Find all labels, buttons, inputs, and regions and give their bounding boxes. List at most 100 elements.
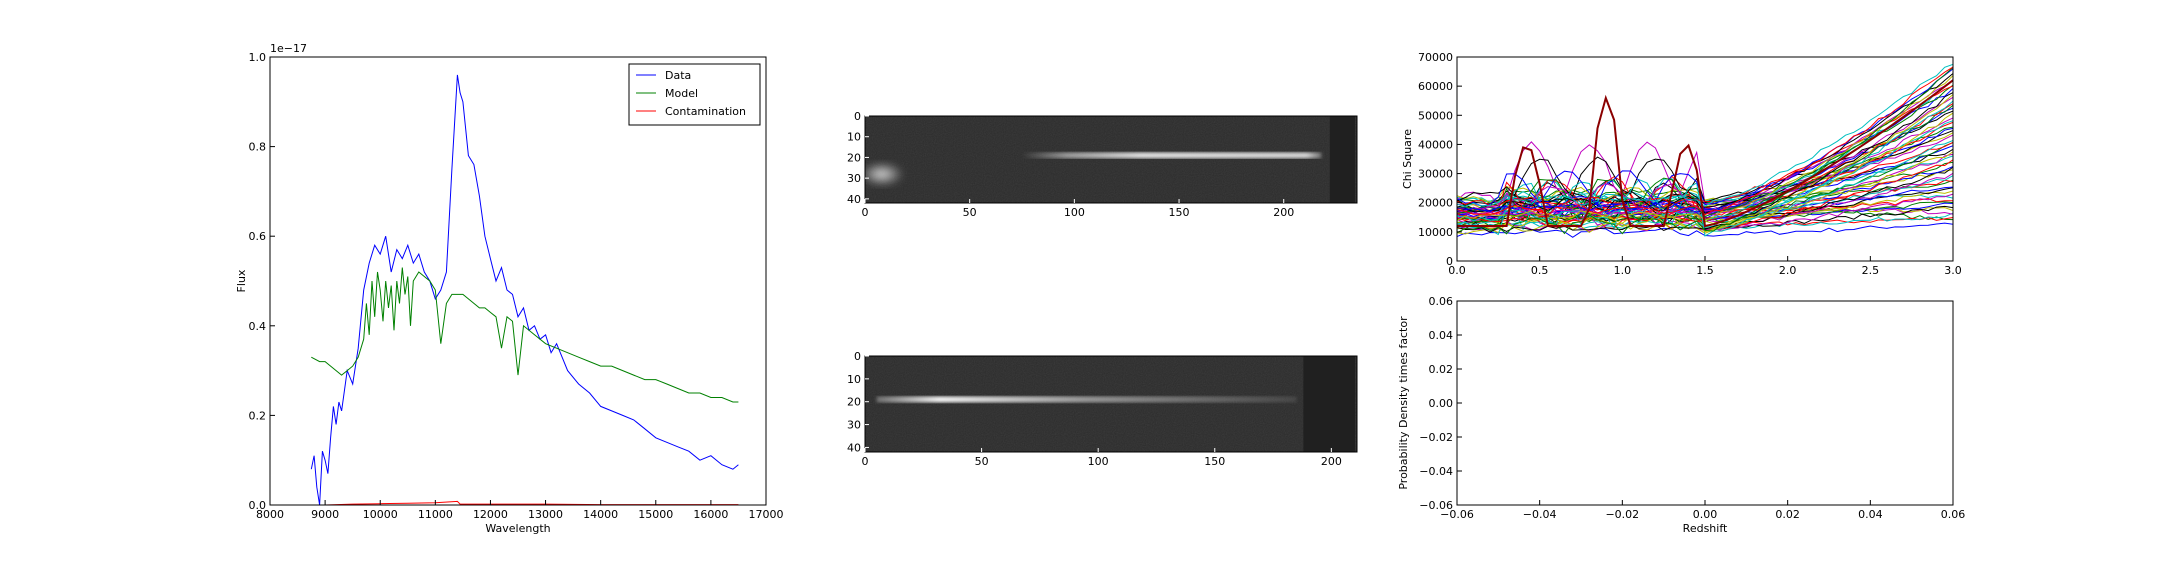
image-ytick-label: 10 <box>847 131 861 144</box>
probability-plot: −0.06 −0.04 −0.02 0.00 0.02 0.04 0.06 −0.06 −0.0… <box>1397 295 1965 535</box>
spectrum-xlabel: Wavelength <box>485 522 550 535</box>
image-dark-band <box>1303 356 1355 452</box>
chisq-ytick-label: 30000 <box>1418 168 1453 181</box>
legend-box <box>628 63 761 126</box>
spectrum-ytick-label: 0.4 <box>249 320 267 333</box>
spectrum-xtick-label: 10000 <box>363 508 398 521</box>
image-xtick-label: 50 <box>975 455 989 468</box>
image-xtick-label: 200 <box>1273 206 1294 219</box>
chisq-plot: 0.0 0.5 1.0 1.5 2.0 2.5 3.0 0 10000 20000 30000 400… <box>1401 51 1962 277</box>
spectrum-offset-text: 1e−17 <box>270 42 307 55</box>
probability-ytick-label: −0.06 <box>1419 499 1453 512</box>
probability-xtick-label: 0.00 <box>1693 508 1718 521</box>
chisq-series-line <box>1457 79 1953 214</box>
image-ytick-label: 20 <box>847 151 861 164</box>
spectral-trace <box>1022 152 1322 159</box>
chisq-series-line <box>1457 100 1953 237</box>
probability-xtick-label: 0.04 <box>1858 508 1883 521</box>
probability-ytick-label: −0.02 <box>1419 431 1453 444</box>
image-ytick-label: 30 <box>847 172 861 185</box>
probability-xtick-label: −0.02 <box>1605 508 1639 521</box>
chisq-ylabel: Chi Square <box>1401 129 1414 189</box>
chisq-ytick-label: 50000 <box>1418 109 1453 122</box>
chisq-xtick-label: 2.0 <box>1779 264 1797 277</box>
chisq-xtick-label: 0.5 <box>1531 264 1549 277</box>
image-xtick-label: 0 <box>862 206 869 219</box>
chisq-series-line <box>1457 66 1953 217</box>
chisq-series-line <box>1457 67 1953 235</box>
image-noise <box>865 116 1357 203</box>
spectrum-xtick-label: 14000 <box>583 508 618 521</box>
spectrum-ytick-label: 0.0 <box>249 499 267 512</box>
spectrum-ylabel: Flux <box>235 269 248 292</box>
chisq-xtick-label: 1.5 <box>1696 264 1714 277</box>
chisq-xtick-label: 2.5 <box>1862 264 1880 277</box>
spectral-trace <box>876 396 1297 403</box>
image-xtick-label: 0 <box>862 455 869 468</box>
image-ytick-label: 30 <box>847 419 861 432</box>
series-line-model <box>311 267 739 403</box>
spectrum-xtick-label: 8000 <box>256 508 284 521</box>
image-frame <box>864 355 1358 453</box>
chisq-series-line <box>1457 84 1953 217</box>
image-ytick-label: 40 <box>847 193 861 206</box>
image-xtick-label: 150 <box>1169 206 1190 219</box>
chisq-xtick-label: 0.0 <box>1448 264 1466 277</box>
spectrum-frame <box>269 56 767 506</box>
probability-xtick-label: 0.02 <box>1775 508 1800 521</box>
spectrum-xtick-label: 16000 <box>693 508 728 521</box>
bright-source <box>859 162 904 187</box>
chisq-xtick-label: 1.0 <box>1614 264 1632 277</box>
spectrum-xtick-label: 15000 <box>638 508 673 521</box>
spectrum-xtick-label: 12000 <box>473 508 508 521</box>
image-ytick-label: 20 <box>847 396 861 409</box>
probability-xtick-label: 0.06 <box>1941 508 1966 521</box>
spectrum-xtick-label: 11000 <box>418 508 453 521</box>
chisq-series-line <box>1457 73 1953 214</box>
chisq-series-line <box>1457 94 1953 233</box>
image-xtick-label: 100 <box>1088 455 1109 468</box>
probability-ytick-label: 0.06 <box>1429 295 1454 308</box>
chisq-series-line <box>1457 63 1953 207</box>
spectrum-xtick-label: 9000 <box>311 508 339 521</box>
chisq-ytick-label: 70000 <box>1418 51 1453 64</box>
spectrum-ytick-label: 0.2 <box>249 409 267 422</box>
spectrum-plot: 8000 9000 10000 11000 12000 13000 14000 15000 16… <box>235 42 784 535</box>
chisq-ytick-label: 40000 <box>1418 138 1453 151</box>
image-frame <box>864 115 1358 204</box>
spectrum-ytick-label: 1.0 <box>249 51 267 64</box>
probability-xtick-label: −0.06 <box>1440 508 1474 521</box>
image-xtick-label: 100 <box>1064 206 1085 219</box>
spectrum-image-1: 0 50 100 150 200 0 10 20 30 40 <box>847 110 1358 219</box>
chisq-series-line <box>1457 79 1953 228</box>
image-xtick-label: 50 <box>963 206 977 219</box>
image-dark-band <box>1329 116 1355 203</box>
spectrum-ytick-label: 0.6 <box>249 230 267 243</box>
chisq-series-line <box>1457 68 1953 213</box>
probability-ylabel: Probability Density times factor <box>1397 316 1410 490</box>
chisq-ytick-label: 20000 <box>1418 197 1453 210</box>
chisq-series-line <box>1457 132 1953 204</box>
chisq-xtick-label: 3.0 <box>1944 264 1962 277</box>
image-xtick-label: 200 <box>1321 455 1342 468</box>
series-line-data <box>310 74 739 505</box>
legend: Data Model Contamination <box>628 63 761 126</box>
probability-xlabel: Redshift <box>1683 522 1728 535</box>
spectrum-plot-area <box>270 57 766 505</box>
chisq-series-line <box>1457 85 1953 207</box>
probability-ytick-label: 0.02 <box>1429 363 1454 376</box>
legend-label-data: Data <box>665 69 691 82</box>
legend-label-model: Model <box>665 87 698 100</box>
image-ytick-label: 10 <box>847 373 861 386</box>
spectrum-ytick-label: 0.8 <box>249 141 267 154</box>
chisq-ytick-label: 60000 <box>1418 80 1453 93</box>
probability-ytick-label: −0.04 <box>1419 465 1453 478</box>
chisq-series-line <box>1457 92 1953 233</box>
chisq-ytick-label: 10000 <box>1418 226 1453 239</box>
probability-ytick-label: 0.00 <box>1429 397 1454 410</box>
chisq-series <box>1457 63 1953 238</box>
legend-label-contamination: Contamination <box>665 105 746 118</box>
spectrum-xtick-label: 17000 <box>749 508 784 521</box>
probability-frame <box>1456 300 1954 506</box>
